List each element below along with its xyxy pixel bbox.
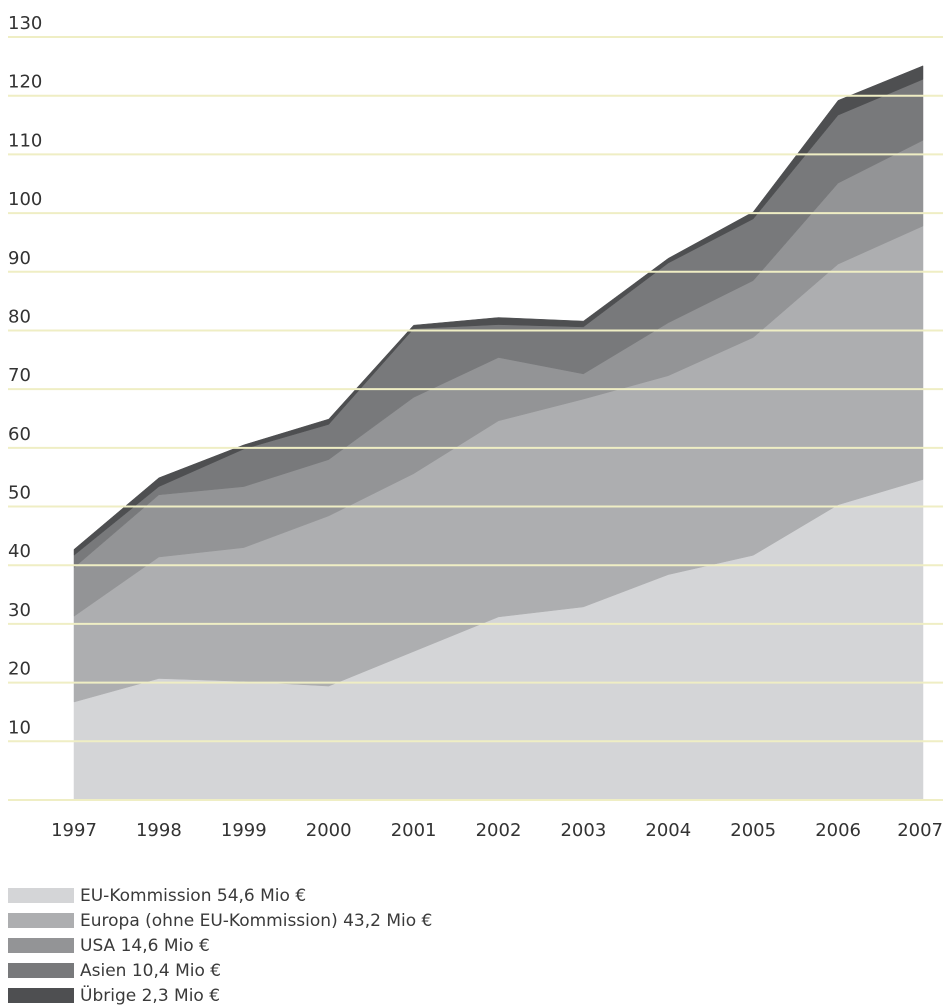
y-tick-label: 80	[8, 306, 31, 327]
y-tick-label: 40	[8, 541, 31, 562]
legend-item: USA 14,6 Mio €	[8, 933, 432, 958]
x-tick-label: 1997	[51, 820, 97, 841]
x-tick-label: 2001	[391, 820, 437, 841]
x-tick-label: 2000	[306, 820, 352, 841]
gridlines	[8, 36, 943, 801]
legend-item: EU-Kommission 54,6 Mio €	[8, 883, 432, 908]
legend-item: Asien 10,4 Mio €	[8, 958, 432, 983]
area-series-5	[73, 65, 924, 556]
y-tick-label: 120	[8, 72, 42, 93]
x-tick-label: 2003	[560, 820, 606, 841]
x-tick-label: 1999	[221, 820, 267, 841]
y-tick-label: 30	[8, 600, 31, 621]
legend-label: Europa (ohne EU-Kommission) 43,2 Mio €	[80, 910, 433, 931]
x-tick-label: 2005	[730, 820, 776, 841]
x-tick-label: 2004	[645, 820, 691, 841]
legend-swatch	[8, 963, 74, 978]
legend-swatch	[8, 888, 74, 903]
y-tick-label: 10	[8, 717, 31, 738]
legend-swatch	[8, 913, 74, 928]
legend-swatch	[8, 988, 74, 1003]
y-tick-label: 70	[8, 365, 31, 386]
legend-label: EU-Kommission 54,6 Mio €	[80, 885, 307, 906]
y-tick-label: 50	[8, 483, 31, 504]
y-tick-label: 130	[8, 13, 42, 34]
x-tick-label: 1998	[136, 820, 182, 841]
y-tick-label: 100	[8, 189, 42, 210]
x-tick-label: 2006	[815, 820, 861, 841]
legend-label: Asien 10,4 Mio €	[80, 960, 222, 981]
y-tick-label: 60	[8, 424, 31, 445]
y-axis-tick-labels: 10 20 30 40 50 60 70 80 90 100 110 120 130	[8, 13, 42, 738]
legend-label: USA 14,6 Mio €	[80, 935, 210, 956]
y-tick-label: 110	[8, 130, 42, 151]
x-tick-label: 2007	[897, 820, 943, 841]
legend-item: Übrige 2,3 Mio €	[8, 983, 432, 1008]
legend-swatch	[8, 938, 74, 953]
legend-item: Europa (ohne EU-Kommission) 43,2 Mio €	[8, 908, 432, 933]
x-axis-tick-labels: 1997 1998 1999 2000 2001 2002 2003 2004 2005 2006…	[51, 820, 943, 841]
legend: EU-Kommission 54,6 Mio € Europa (ohne EU-…	[8, 883, 432, 1008]
legend-label: Übrige 2,3 Mio €	[80, 985, 221, 1006]
area-series-group	[73, 65, 924, 801]
y-tick-label: 20	[8, 659, 31, 680]
x-tick-label: 2002	[476, 820, 522, 841]
y-tick-label: 90	[8, 248, 31, 269]
